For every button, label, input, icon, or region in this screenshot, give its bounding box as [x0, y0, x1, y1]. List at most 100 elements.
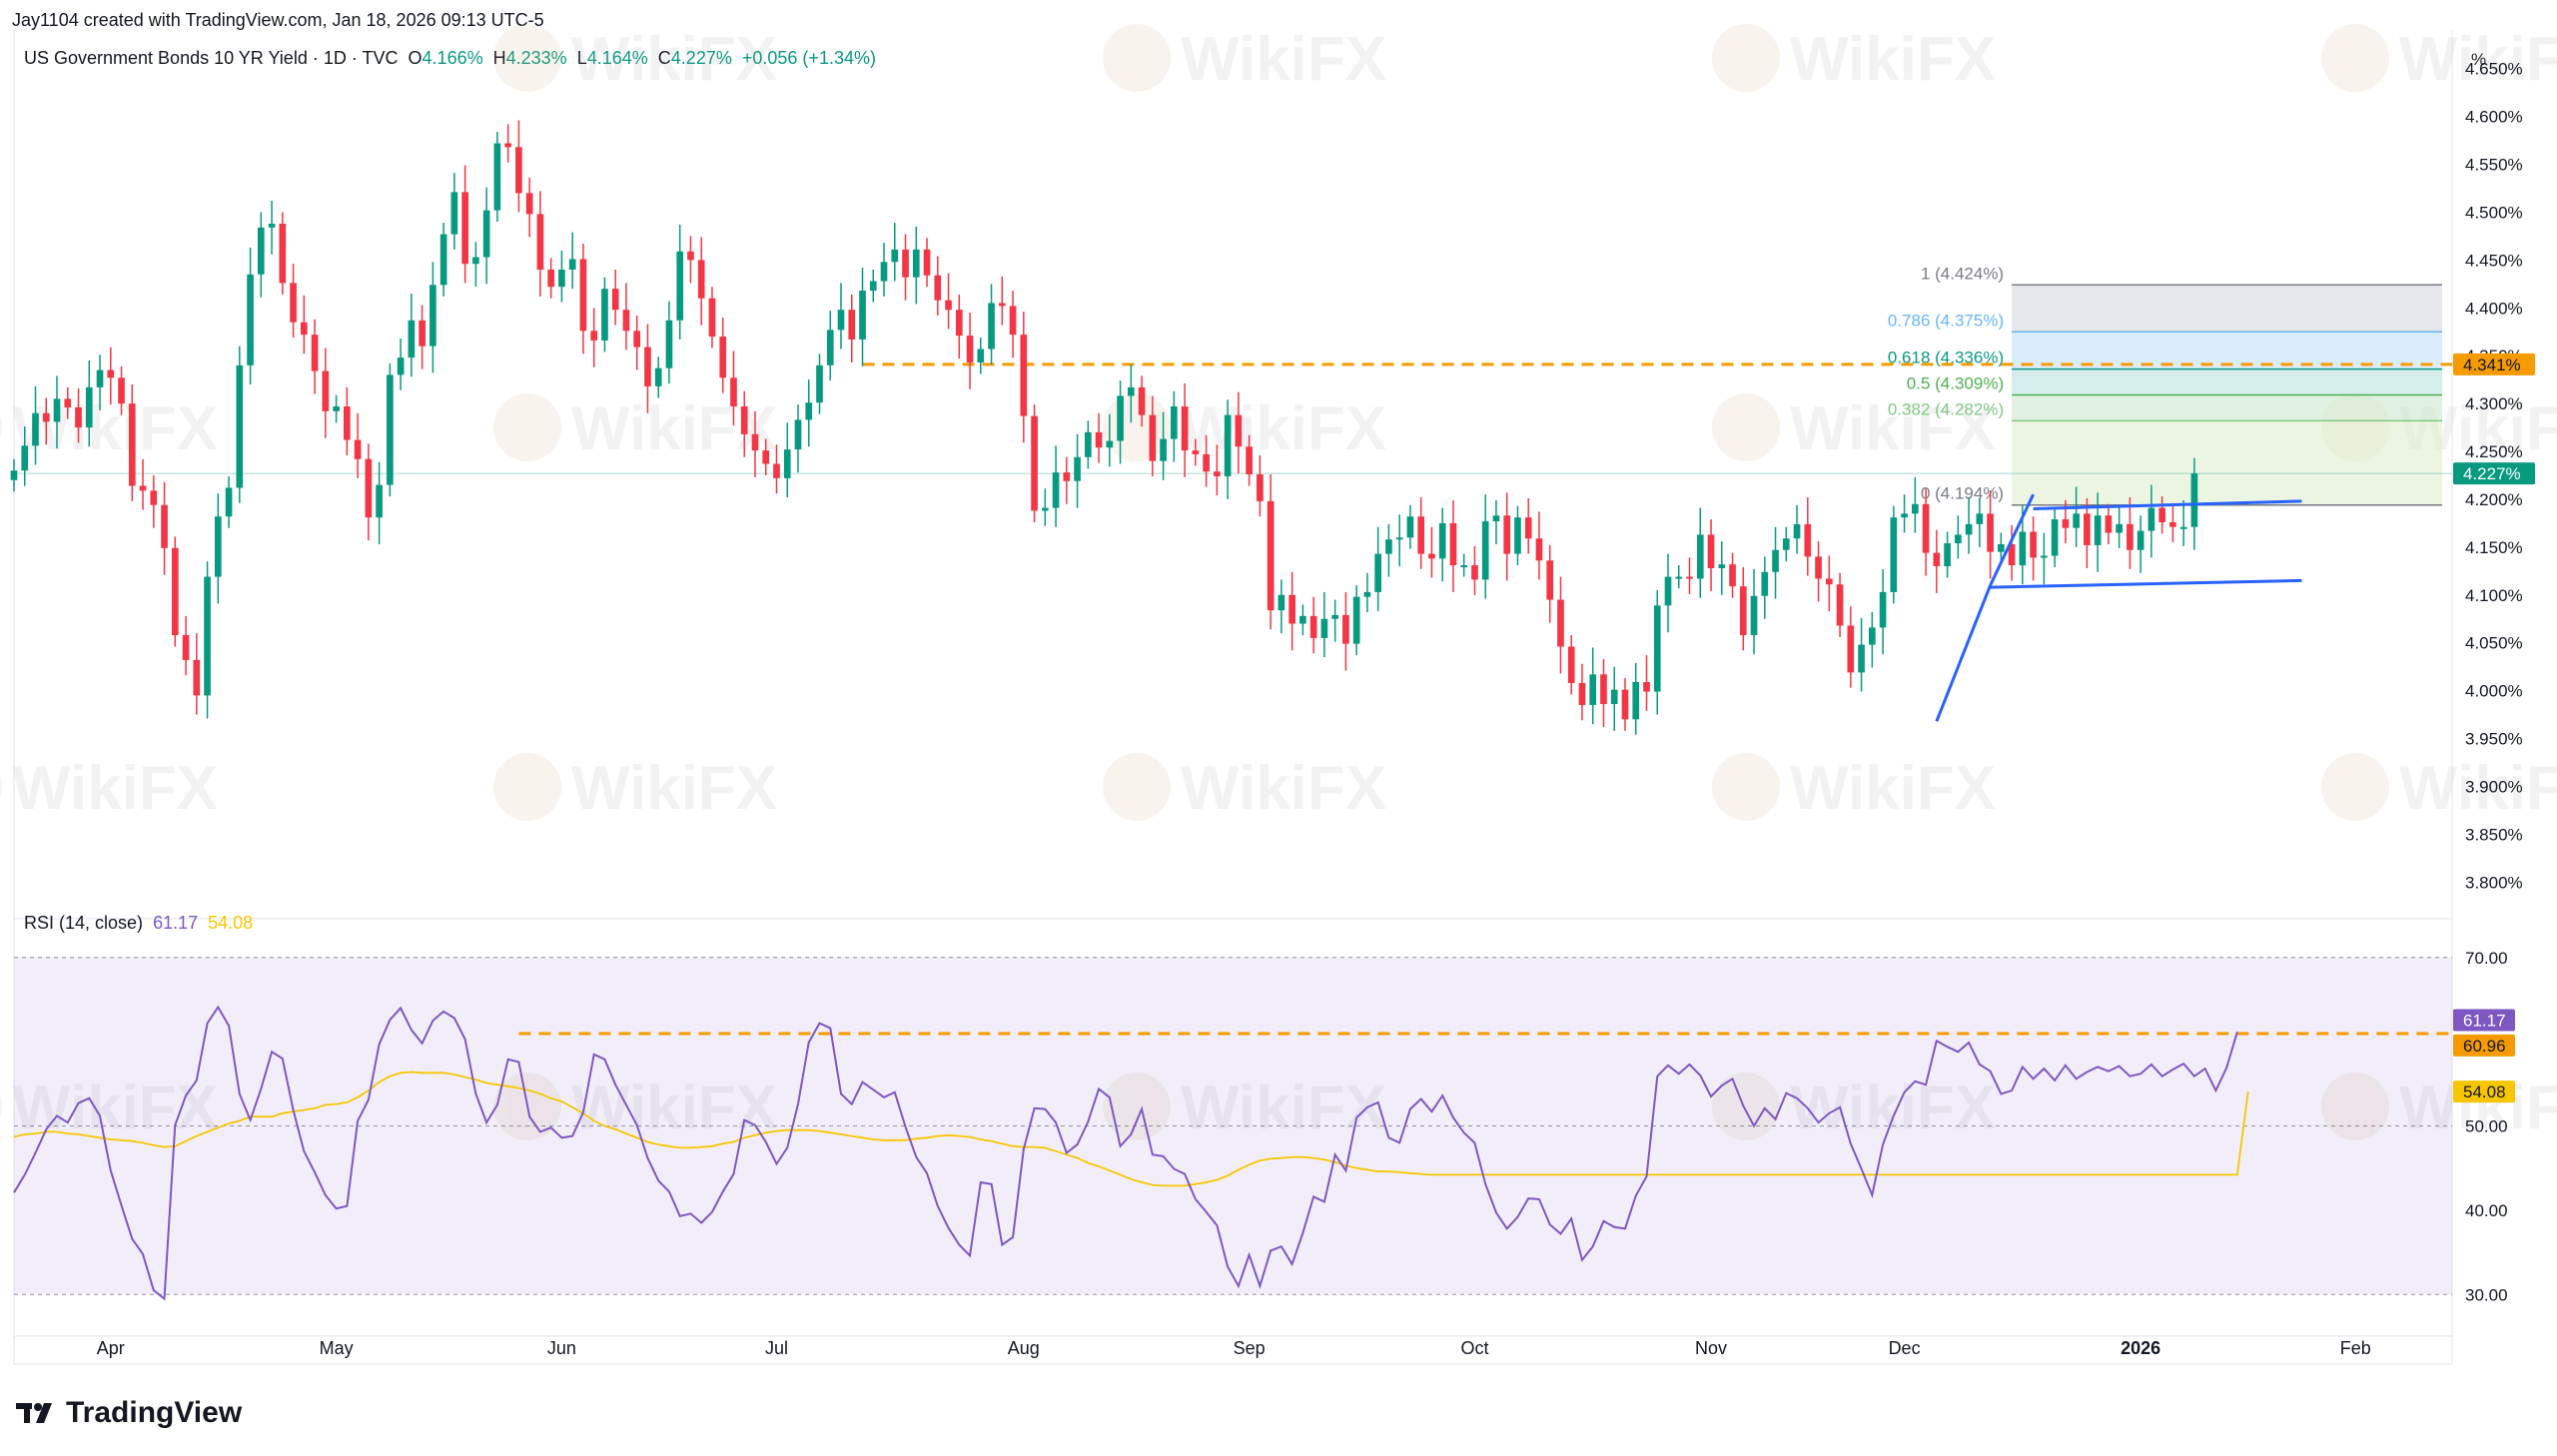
candle-body	[622, 310, 630, 332]
watermark-icon	[1712, 24, 1780, 92]
candle-body	[1965, 523, 1973, 535]
candle-body	[1847, 625, 1855, 673]
candle-body	[53, 398, 61, 422]
rsi-title[interactable]: RSI (14, close)	[24, 913, 144, 933]
candle-body	[1707, 534, 1715, 568]
candle-body	[1020, 335, 1028, 416]
candle-body	[1858, 644, 1865, 673]
candle-body	[601, 289, 608, 341]
open-label: O	[408, 48, 423, 68]
candle-body	[762, 450, 770, 464]
candle-body	[665, 320, 673, 368]
fib-zone	[2012, 420, 2442, 505]
price-tick-label: 4.450%	[2465, 251, 2523, 270]
resistance-badge: 4.341%	[2463, 356, 2521, 374]
candle-body	[2158, 507, 2165, 522]
watermark-icon	[1712, 393, 1780, 461]
candle-body	[107, 369, 115, 378]
rsi-ma-badge: 54.08	[2463, 1083, 2506, 1101]
candle-body	[1653, 605, 1661, 692]
candle-body	[1761, 571, 1769, 596]
trend-line	[1989, 493, 2035, 586]
candle-body	[687, 251, 694, 261]
symbol-legend: US Government Bonds 10 YR Yield · 1D · T…	[24, 48, 876, 69]
rsi-tick-label: 50.00	[2465, 1117, 2508, 1136]
watermark-text: WikiFX	[1790, 1074, 1996, 1142]
price-tick-label: 4.400%	[2465, 299, 2523, 318]
candle-body	[429, 285, 436, 347]
high-value: 4.233%	[506, 48, 567, 68]
candle-body	[1460, 565, 1468, 568]
candle-body	[2008, 543, 2016, 566]
fib-level-label: 1 (4.424%)	[1921, 264, 2004, 283]
candle-body	[247, 274, 254, 365]
candle-body	[1428, 553, 1435, 559]
candle-body	[504, 143, 511, 148]
watermark-icon	[0, 415, 2, 439]
candle-body	[1879, 591, 1887, 628]
watermark-text: WikiFX	[1181, 754, 1386, 823]
close-value: 4.227%	[670, 48, 732, 68]
candle-body	[1621, 689, 1629, 720]
candle-body	[848, 310, 856, 340]
price-tick-label: 4.650%	[2465, 60, 2523, 79]
candle-body	[1171, 406, 1178, 439]
candle-body	[515, 147, 522, 194]
candle-body	[1750, 595, 1758, 636]
candle-body	[1610, 689, 1618, 705]
candle-body	[1804, 523, 1812, 557]
watermark-icon	[493, 393, 561, 461]
watermark-icon	[493, 24, 561, 92]
fib-level-label: 0 (4.194%)	[1921, 484, 2004, 503]
candle-body	[568, 259, 576, 270]
watermark-text: WikiFX	[2399, 25, 2557, 94]
candle-body	[408, 320, 416, 359]
candle-body	[816, 364, 823, 403]
symbol-title[interactable]: US Government Bonds 10 YR Yield · 1D · T…	[24, 48, 399, 68]
time-tick-label: 2026	[2121, 1338, 2160, 1358]
candle-body	[2051, 519, 2059, 556]
candle-body	[536, 214, 544, 270]
candle-body	[1868, 627, 1876, 645]
candle-body	[579, 259, 587, 332]
candle-body	[1686, 576, 1693, 579]
candle-body	[333, 406, 340, 411]
candle-body	[1138, 386, 1146, 415]
candles-group	[10, 120, 2198, 735]
rsi-tick-label: 70.00	[2465, 949, 2508, 968]
candle-body	[1063, 472, 1071, 481]
candle-body	[2030, 531, 2037, 558]
watermark-text: WikiFX	[1790, 394, 1996, 463]
tradingview-logo[interactable]: TradingView	[16, 1396, 242, 1430]
price-tick-label: 3.850%	[2465, 825, 2523, 844]
candle-body	[1944, 543, 1951, 567]
candle-body	[2062, 519, 2070, 528]
watermark-icon	[493, 753, 561, 821]
candle-body	[2073, 513, 2080, 528]
last-price-badge-bg	[2453, 462, 2535, 485]
time-tick-label: Sep	[1234, 1338, 1266, 1358]
watermark-text: WikiFX	[1181, 394, 1386, 463]
candle-body	[75, 406, 82, 428]
candle-body	[354, 439, 362, 459]
candle-body	[1664, 576, 1672, 606]
last-price-badge: 4.227%	[2463, 464, 2521, 483]
trend-line	[2033, 499, 2302, 511]
candle-body	[1567, 646, 1575, 683]
candle-body	[805, 402, 813, 420]
price-tick-label: 4.050%	[2465, 634, 2523, 653]
candle-body	[1471, 565, 1478, 580]
candle-body	[1363, 591, 1371, 597]
candle-body	[1009, 306, 1017, 336]
watermark-text: WikiFX	[571, 754, 777, 823]
candle-body	[2019, 531, 2027, 566]
candle-body	[1524, 517, 1532, 539]
candle-body	[1374, 553, 1382, 592]
candle-body	[1503, 515, 1511, 554]
price-tick-label: 4.000%	[2465, 682, 2523, 701]
candle-body	[387, 374, 394, 485]
candle-body	[301, 322, 308, 336]
candle-body	[558, 269, 565, 288]
candle-body	[1031, 415, 1038, 511]
